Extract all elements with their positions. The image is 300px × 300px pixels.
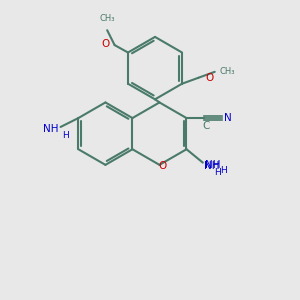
Text: CH₃: CH₃ (220, 67, 235, 76)
Text: O: O (206, 73, 214, 83)
Text: H: H (62, 131, 69, 140)
Text: H: H (220, 167, 227, 176)
Text: O: O (158, 161, 166, 171)
Text: H: H (214, 168, 221, 177)
Text: O: O (102, 39, 110, 49)
Text: NH: NH (205, 160, 221, 170)
Text: C: C (202, 122, 209, 131)
Text: N: N (224, 113, 232, 123)
Text: CH₃: CH₃ (99, 14, 115, 23)
Text: NH: NH (43, 124, 58, 134)
Text: NH: NH (204, 160, 220, 171)
